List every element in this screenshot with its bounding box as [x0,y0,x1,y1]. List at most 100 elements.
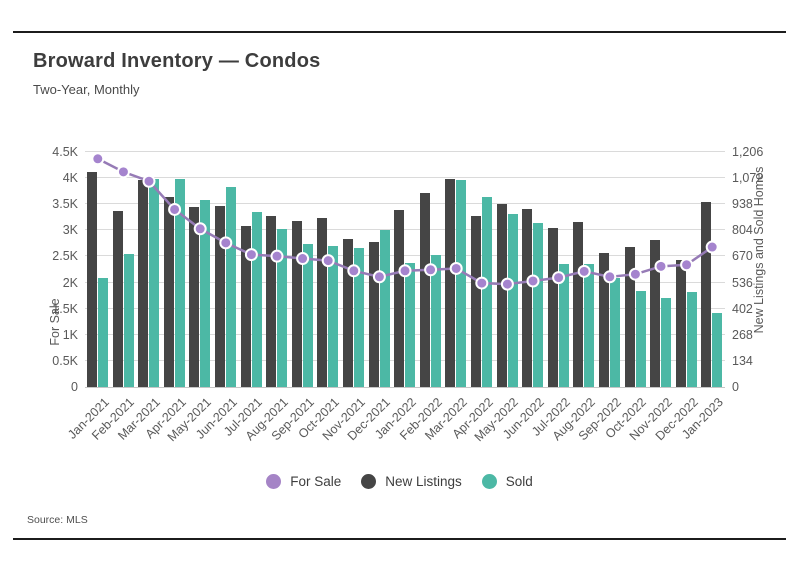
bar-new-listings [317,218,328,387]
left-tick-label: 4K [62,171,78,186]
right-tick-label: 1,072 [732,171,764,186]
legend-label: For Sale [290,474,342,489]
bar-sold [405,263,416,387]
for-sale-marker [372,270,386,284]
for-sale-marker [654,259,668,273]
gridline [85,255,725,257]
legend-item-new-listings: New Listings [361,474,462,489]
bar-new-listings [547,228,558,387]
for-sale-marker [270,249,284,263]
sold-legend-dot-icon [481,474,497,489]
legend-label: Sold [505,474,533,489]
bar-new-listings [87,171,97,387]
bar-sold [277,229,288,387]
for-sale-marker [603,270,617,284]
for-sale-marker [500,277,514,291]
bar-new-listings [419,193,430,387]
bar-new-listings [496,203,507,387]
for-sale-marker [705,240,719,254]
bar-sold [200,199,211,387]
for-sale-marker [628,267,642,281]
for-sale-marker [321,254,335,268]
bar-sold [149,179,160,387]
for-sale-line [91,152,719,291]
chart-title: Broward Inventory — Condos [33,50,321,72]
bar-new-listings [445,179,456,387]
left-tick-label: 3.5K [52,197,78,212]
bar-sold [328,245,339,387]
for-sale-marker [526,274,540,288]
gridline [85,307,725,309]
for-sale-legend-dot-icon [266,474,282,489]
bar-sold [661,298,672,387]
gridline [85,359,725,361]
bar-new-listings [291,221,302,387]
for-sale-marker [296,252,310,266]
for-sale-marker [475,276,489,290]
bar-sold [354,247,364,387]
left-tick-label: 2.5K [52,249,78,264]
bar-sold [174,178,185,387]
bar-sold [686,291,697,387]
right-tick-label: 134 [732,353,753,368]
bar-sold [610,277,620,387]
left-tick-label: 4.5K [52,145,78,159]
new-listings-legend-dot-icon [361,474,377,489]
left-tick-label: 2K [62,275,78,290]
bar-new-listings [189,206,200,387]
gridline [85,177,725,179]
chart-region: For Sale New Listings and Sold Homes 0 0.… [48,145,766,444]
bar-sold [635,290,646,387]
right-tick-label: 268 [732,327,753,342]
bar-sold [584,264,595,387]
bar-new-listings [215,205,225,387]
bar-sold [226,187,236,387]
for-sale-marker [142,174,156,188]
bar-new-listings [368,241,379,387]
right-tick-label: 402 [732,301,753,316]
chart-subtitle: Two-Year, Monthly [33,82,140,97]
for-sale-marker [449,261,463,275]
left-tick-label: 1K [62,327,78,342]
for-sale-marker [219,236,233,250]
chart-legend: For Sale New Listings Sold [0,474,799,489]
bar-new-listings [522,208,533,387]
for-sale-marker [424,263,438,277]
source-note: Source: MLS [27,514,88,526]
for-sale-marker [116,165,130,179]
bar-new-listings [599,252,609,387]
left-tick-label: 1.5K [52,301,78,316]
bar-sold [507,213,518,387]
for-sale-marker [552,271,566,285]
right-tick-label: 938 [732,197,753,212]
for-sale-marker [577,264,591,278]
bar-sold [302,243,313,387]
bar-sold [558,264,569,387]
right-tick-label: 1,206 [732,145,764,159]
bar-new-listings [240,226,251,387]
gridline [85,203,725,205]
right-tick-label: 670 [732,249,753,264]
bar-new-listings [701,201,712,387]
bar-new-listings [471,215,481,387]
bottom-divider [13,538,786,540]
left-tick-label: 0 [71,380,78,394]
legend-item-for-sale: For Sale [266,474,341,489]
for-sale-marker [680,258,694,272]
bar-new-listings [112,210,123,387]
legend-label: New Listings [385,474,462,489]
bar-sold [712,312,723,387]
bar-new-listings [343,238,353,387]
for-sale-marker [91,152,105,166]
bar-new-listings [266,215,277,387]
bar-new-listings [394,209,405,387]
bar-new-listings [624,246,635,387]
left-tick-label: 3K [62,223,78,238]
right-tick-label: 0 [732,380,739,394]
bar-sold [456,180,467,387]
bar-sold [430,255,441,387]
left-tick-label: 0.5K [52,353,78,368]
bar-new-listings [675,260,686,387]
gridline [85,333,725,335]
